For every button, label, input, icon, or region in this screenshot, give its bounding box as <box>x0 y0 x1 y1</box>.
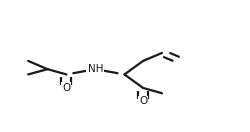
Text: NH: NH <box>88 64 103 74</box>
Text: O: O <box>62 83 70 93</box>
Text: O: O <box>139 96 147 107</box>
